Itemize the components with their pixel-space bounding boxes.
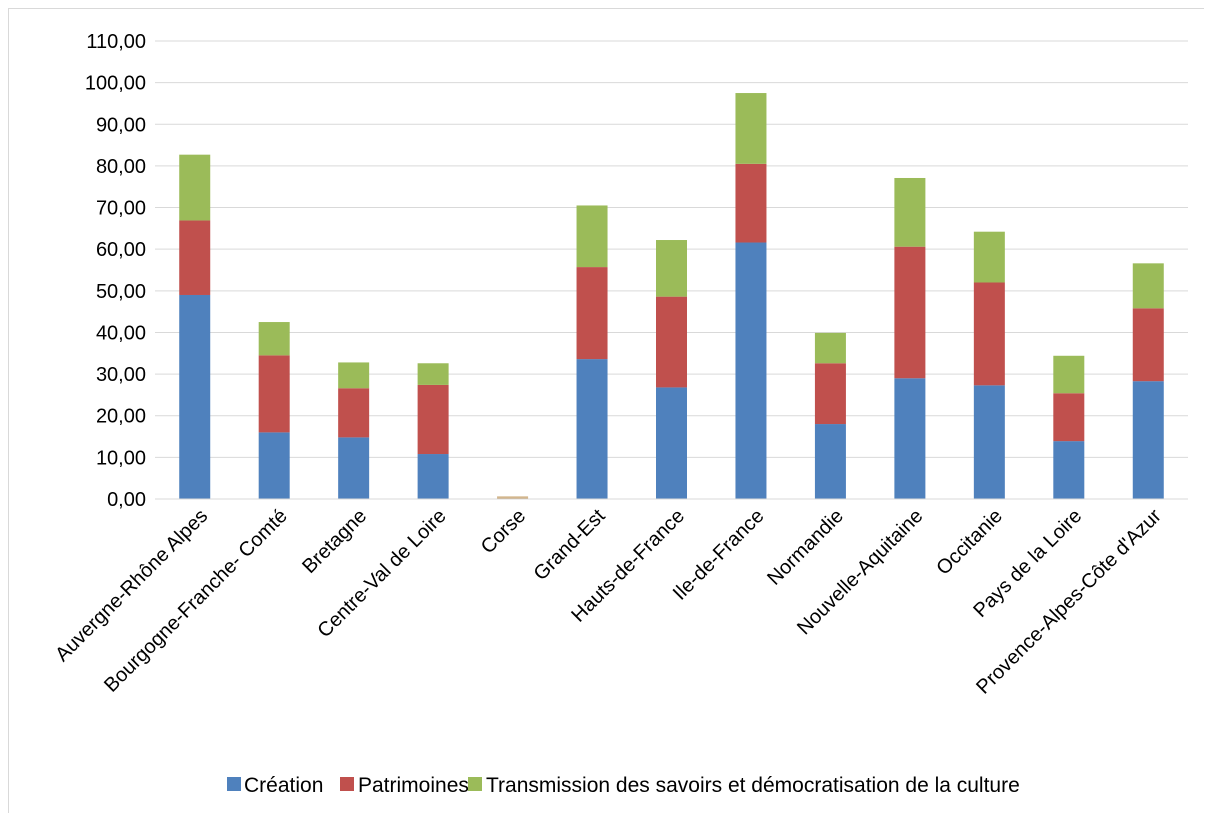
bar-segment-transmission-7 xyxy=(735,93,767,164)
x-category-label: Auvergne-Rhône Alpes xyxy=(51,505,212,666)
bar-segment-patrimoines-7 xyxy=(735,163,767,243)
y-tick-label: 30,00 xyxy=(96,364,146,386)
legend: Création Patrimoines Transmission des savo… xyxy=(227,774,1020,797)
bar-segment-creation-11 xyxy=(1053,441,1085,499)
bar-segment-creation-6 xyxy=(656,387,687,499)
bar-segment-creation-4 xyxy=(497,497,529,499)
y-tick-label: 0,00 xyxy=(107,489,146,511)
y-tick-label: 100,00 xyxy=(85,73,146,95)
bar-segment-patrimoines-1 xyxy=(258,355,290,433)
bar-segment-transmission-4 xyxy=(497,496,529,498)
y-tick-label: 80,00 xyxy=(96,156,146,178)
bar-segment-transmission-8 xyxy=(814,332,846,364)
legend-swatch xyxy=(227,777,241,791)
y-tick-label: 40,00 xyxy=(96,322,146,344)
legend-swatch xyxy=(468,777,482,791)
y-tick-label: 110,00 xyxy=(86,31,146,53)
bar-segment-patrimoines-5 xyxy=(576,267,608,360)
x-category-label: Grand-Est xyxy=(530,505,610,585)
bar-segment-patrimoines-3 xyxy=(417,384,449,455)
bar-segment-transmission-11 xyxy=(1053,355,1085,394)
bar-segment-transmission-9 xyxy=(894,177,926,247)
bar-segment-creation-9 xyxy=(894,378,926,499)
x-category-label: Occitanie xyxy=(932,505,1007,580)
bar-segment-patrimoines-11 xyxy=(1053,393,1085,442)
legend-label: Patrimoines xyxy=(358,774,469,797)
x-category-label: Corse xyxy=(477,505,530,558)
y-tick-label: 60,00 xyxy=(96,239,146,261)
bar-segment-creation-3 xyxy=(417,454,449,499)
bar-segment-transmission-5 xyxy=(576,205,608,268)
bar-segment-transmission-3 xyxy=(417,363,449,385)
bar-segment-creation-7 xyxy=(735,242,767,499)
bar-segment-creation-8 xyxy=(814,424,846,499)
bar-segment-creation-2 xyxy=(338,437,370,499)
bar-segment-patrimoines-2 xyxy=(338,388,370,438)
x-category-label: Bretagne xyxy=(298,505,371,578)
bar-segment-creation-1 xyxy=(258,432,290,499)
bar-segment-creation-10 xyxy=(973,385,1005,499)
bar-segment-creation-5 xyxy=(576,359,608,499)
chart-frame xyxy=(8,8,1204,813)
bar-segment-patrimoines-12 xyxy=(1132,308,1164,382)
y-tick-label: 10,00 xyxy=(96,447,146,469)
bar-segment-transmission-1 xyxy=(258,322,290,356)
bar-segment-transmission-12 xyxy=(1132,263,1164,309)
bar-segment-creation-12 xyxy=(1132,381,1164,499)
y-tick-label: 50,00 xyxy=(96,281,146,303)
bar-segment-patrimoines-0 xyxy=(179,220,211,295)
bar-segment-transmission-6 xyxy=(656,240,687,297)
bar-segment-patrimoines-8 xyxy=(814,363,846,425)
y-tick-label: 90,00 xyxy=(96,114,146,136)
legend-label: Transmission des savoirs et démocratisat… xyxy=(486,774,1020,797)
bar-segment-patrimoines-10 xyxy=(973,282,1005,386)
bar-segment-patrimoines-6 xyxy=(656,296,687,388)
y-tick-label: 20,00 xyxy=(96,406,146,428)
bar-segment-transmission-0 xyxy=(179,154,211,221)
bar-segment-transmission-2 xyxy=(338,362,370,389)
legend-swatch xyxy=(340,777,354,791)
bars xyxy=(179,93,1164,499)
y-tick-label: 70,00 xyxy=(96,198,146,220)
y-axis-tick-labels: 0,00 10,00 20,00 30,00 40,00 50,00 60,00 70,00 8… xyxy=(85,31,146,511)
bar-segment-transmission-10 xyxy=(973,231,1005,283)
legend-label: Création xyxy=(244,774,323,797)
bar-segment-creation-0 xyxy=(179,294,211,499)
bar-segment-patrimoines-9 xyxy=(894,246,926,379)
x-category-label: Normandie xyxy=(763,505,848,590)
